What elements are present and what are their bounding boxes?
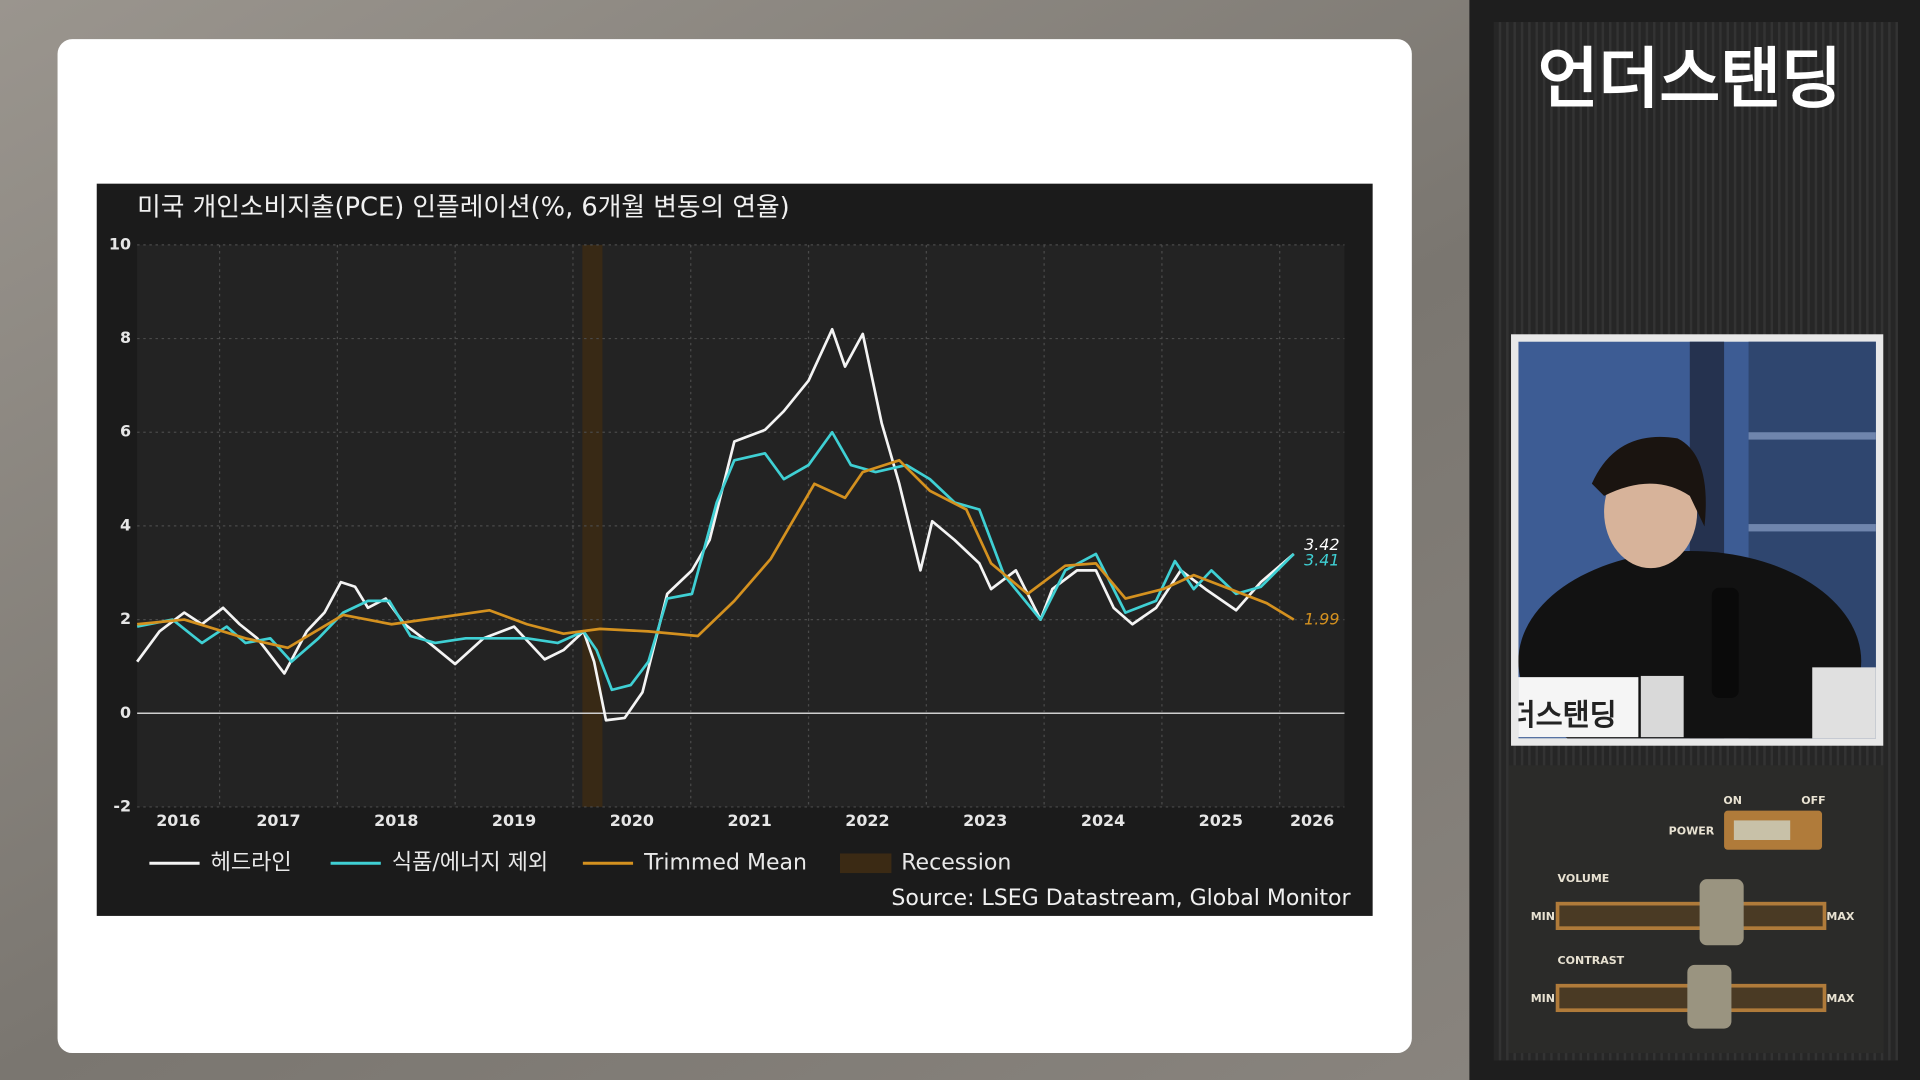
series-line [136,327,1295,722]
x-tick-label: 2021 [728,811,772,830]
hair [1591,436,1706,527]
chart: -2 0 2 4 6 8 10 2016 2017 2018 2019 2020 2021 2022 202… [109,234,1345,875]
legend-label: 식품/에너지 제외 [392,850,548,875]
min-label: MIN [1531,992,1555,1005]
max-label: MAX [1826,910,1854,923]
plot-area [137,244,1345,807]
legend-swatch [840,853,892,874]
webcam: 더스탠딩 [1509,341,1876,739]
volume-label: VOLUME [1558,872,1610,885]
x-tick-label: 2017 [256,811,300,830]
x-tick-label: 2020 [610,811,654,830]
contrast-knob[interactable] [1687,964,1732,1029]
legend-label: 헤드라인 [211,850,292,875]
x-tick-label: 2019 [492,811,536,830]
legend-label: Recession [901,850,1011,875]
laptop [1812,667,1876,739]
end-label: 3.42 [1304,535,1339,554]
max-label: MAX [1826,992,1854,1005]
on-label: ON [1723,794,1742,807]
microphone [1711,587,1739,698]
source-note: Source: LSEG Datastream, Global Monitor [891,886,1351,911]
min-label: MIN [1531,910,1555,923]
y-tick-label: -2 [113,796,131,815]
caption-box [1518,677,1639,738]
x-tick-label: 2025 [1199,811,1243,830]
end-label: 1.99 [1304,610,1339,629]
legend-label: Trimmed Mean [643,850,807,875]
x-tick-label: 2016 [156,811,200,830]
series-line [137,458,1295,650]
contrast-label: CONTRAST [1558,954,1625,967]
shelf-board [1748,524,1876,532]
end-label: 3.41 [1304,550,1339,569]
laptop [1640,675,1684,738]
volume-knob[interactable] [1699,879,1744,946]
x-tick-label: 2018 [374,811,418,830]
y-tick-label: 0 [120,703,131,722]
volume-slider[interactable] [1555,901,1827,930]
power-label: POWER [1669,824,1715,837]
x-tick-label: 2022 [845,811,889,830]
chart-title: 미국 개인소비지출(PCE) 인플레이션(%, 6개월 변동의 연율) [137,193,790,223]
x-tick-label: 2026 [1290,811,1334,830]
y-tick-label: 4 [120,515,131,534]
shelf-board [1748,432,1876,440]
x-tick-label: 2024 [1081,811,1125,830]
torso [1518,551,1862,739]
caption: 더스탠딩 [1509,698,1617,732]
y-tick-label: 6 [120,422,131,441]
y-tick-label: 8 [120,328,131,347]
power-knob[interactable] [1733,820,1791,840]
off-label: OFF [1801,794,1825,807]
y-tick-label: 10 [109,234,131,253]
x-tick-label: 2023 [963,811,1007,830]
brand: 언더스탠딩 [1538,40,1842,117]
y-tick-label: 2 [120,609,131,628]
